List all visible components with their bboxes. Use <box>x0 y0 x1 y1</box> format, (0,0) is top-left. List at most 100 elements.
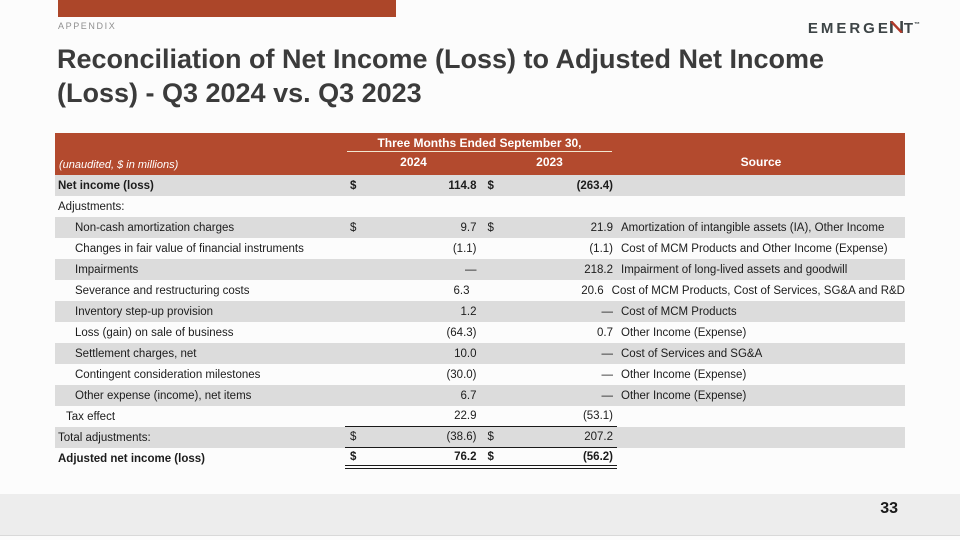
value-2023: — <box>601 368 614 381</box>
value-2023: 20.6 <box>581 284 604 297</box>
value-2024: 114.8 <box>448 179 477 192</box>
unaudited-note: (unaudited, $ in millions) <box>59 159 179 171</box>
table-row: Contingent consideration milestones (30.… <box>55 364 905 385</box>
dollar-sign-2023: $ <box>487 221 494 234</box>
row-numbers: 6.3 20.6 <box>340 280 607 301</box>
row-numbers: $ 76.2 $ (56.2) <box>345 448 617 469</box>
row-numbers: 6.7 — <box>345 385 617 406</box>
logo-text-suffix: T <box>903 20 916 37</box>
dollar-sign-2023: $ <box>487 431 494 443</box>
row-source: Cost of MCM Products, Cost of Services, … <box>611 284 905 297</box>
value-2024: (38.6) <box>446 431 477 443</box>
value-2023: (56.2) <box>582 450 613 463</box>
row-source: Cost of MCM Products <box>621 305 737 318</box>
row-numbers: 10.0 — <box>345 343 617 364</box>
row-numbers <box>345 196 617 217</box>
row-numbers: 1.2 — <box>345 301 617 322</box>
row-numbers: $ 9.7 $ 21.9 <box>345 217 617 238</box>
table-header: (unaudited, $ in millions) Three Months … <box>55 133 905 175</box>
value-2023: — <box>601 347 614 360</box>
table-row: Adjustments: <box>55 196 905 217</box>
row-label: Impairments <box>75 263 139 276</box>
page-title-line2: (Loss) - Q3 2024 vs. Q3 2023 <box>57 78 422 109</box>
value-2023: 207.2 <box>584 431 613 443</box>
period-header: Three Months Ended September 30, <box>347 136 612 152</box>
page-title: Reconciliation of Net Income (Loss) to A… <box>57 42 952 110</box>
row-label: Net income (loss) <box>58 179 154 192</box>
row-numbers: 22.9 (53.1) <box>345 406 617 427</box>
value-2023: — <box>601 305 614 318</box>
table-row: Settlement charges, net 10.0 — Cost of S… <box>55 343 905 364</box>
row-label: Severance and restructuring costs <box>75 284 250 297</box>
trademark-icon: ™ <box>914 21 920 28</box>
row-label: Tax effect <box>66 410 116 423</box>
row-source: Other Income (Expense) <box>621 326 747 339</box>
value-2024: (30.0) <box>446 368 477 381</box>
reconciliation-table: (unaudited, $ in millions) Three Months … <box>55 133 905 469</box>
table-row: Adjusted net income (loss) $ 76.2 $ (56.… <box>55 448 905 469</box>
value-2024: — <box>465 263 477 276</box>
row-label: Changes in fair value of financial instr… <box>75 242 304 255</box>
table-row: Tax effect 22.9 (53.1) <box>55 406 905 427</box>
row-label: Non-cash amortization charges <box>75 221 235 234</box>
company-logo: EMERGE T ™ <box>808 20 920 37</box>
dollar-sign-2023: $ <box>487 179 494 192</box>
value-2024: (64.3) <box>446 326 477 339</box>
row-source: Cost of MCM Products and Other Income (E… <box>621 242 888 255</box>
value-2024: 6.3 <box>453 284 470 297</box>
dollar-sign-2024: $ <box>350 179 357 192</box>
table-row: Changes in fair value of financial instr… <box>55 238 905 259</box>
row-numbers: $ 114.8 $ (263.4) <box>345 175 617 196</box>
row-numbers: (30.0) — <box>345 364 617 385</box>
row-source: Cost of Services and SG&A <box>621 347 763 360</box>
table-body: Net income (loss) $ 114.8 $ (263.4) Adju… <box>55 175 905 469</box>
row-numbers: — 218.2 <box>345 259 617 280</box>
logo-n-icon <box>889 20 903 37</box>
row-label: Total adjustments: <box>58 431 151 444</box>
row-source: Other Income (Expense) <box>621 389 747 402</box>
table-row: Non-cash amortization charges $ 9.7 $ 21… <box>55 217 905 238</box>
value-2024: 1.2 <box>460 305 477 318</box>
appendix-label: APPENDIX <box>58 21 117 31</box>
row-label: Settlement charges, net <box>75 347 197 360</box>
value-2023: 21.9 <box>590 221 613 234</box>
row-numbers: $ (38.6) $ 207.2 <box>345 427 617 448</box>
value-2024: 22.9 <box>454 410 477 422</box>
accent-bar <box>58 0 396 17</box>
column-header-2024: 2024 <box>400 155 427 169</box>
row-numbers: (1.1) (1.1) <box>345 238 617 259</box>
value-2024: 10.0 <box>454 347 477 360</box>
value-2023: — <box>601 389 614 402</box>
row-numbers: (64.3) 0.7 <box>345 322 617 343</box>
column-header-source: Source <box>740 155 782 169</box>
row-source: Other Income (Expense) <box>621 368 747 381</box>
table-row: Net income (loss) $ 114.8 $ (263.4) <box>55 175 905 196</box>
table-row: Total adjustments: $ (38.6) $ 207.2 <box>55 427 905 448</box>
value-2023: 218.2 <box>584 263 613 276</box>
table-row: Impairments — 218.2 Impairment of long-l… <box>55 259 905 280</box>
table-row: Loss (gain) on sale of business (64.3) 0… <box>55 322 905 343</box>
table-row: Inventory step-up provision 1.2 — Cost o… <box>55 301 905 322</box>
row-source: Impairment of long-lived assets and good… <box>621 263 848 276</box>
row-label: Adjustments: <box>58 200 125 213</box>
table-row: Severance and restructuring costs 6.3 20… <box>55 280 905 301</box>
value-2023: 0.7 <box>597 326 613 339</box>
logo-text-prefix: EMERGE <box>807 20 891 37</box>
value-2024: 76.2 <box>454 450 477 463</box>
row-label: Adjusted net income (loss) <box>58 452 205 465</box>
value-2024: 6.7 <box>460 389 477 402</box>
column-header-2023: 2023 <box>536 155 563 169</box>
value-2023: (1.1) <box>589 242 613 255</box>
page-number: 33 <box>880 500 898 517</box>
value-2023: (53.1) <box>582 410 613 422</box>
value-2024: 9.7 <box>460 221 477 234</box>
row-label: Inventory step-up provision <box>75 305 214 318</box>
row-label: Contingent consideration milestones <box>75 368 261 381</box>
table-row: Other expense (income), net items 6.7 — … <box>55 385 905 406</box>
dollar-sign-2024: $ <box>350 450 357 463</box>
dollar-sign-2023: $ <box>487 450 494 463</box>
dollar-sign-2024: $ <box>350 431 357 443</box>
row-label: Other expense (income), net items <box>75 389 252 402</box>
row-label: Loss (gain) on sale of business <box>75 326 234 339</box>
